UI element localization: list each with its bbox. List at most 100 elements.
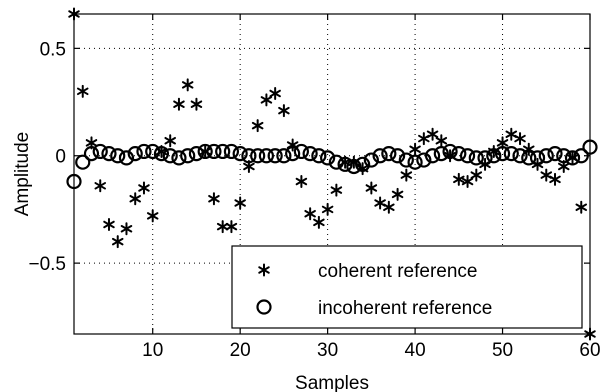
incoherent-point — [442, 143, 458, 160]
incoherent-point — [83, 145, 100, 162]
coherent-point — [173, 97, 185, 111]
incoherent-point — [328, 154, 344, 170]
incoherent-point — [521, 150, 537, 166]
y-tick-label: 0 — [55, 147, 66, 168]
incoherent-point — [171, 150, 187, 166]
incoherent-point — [293, 143, 309, 160]
incoherent-point — [267, 148, 283, 164]
incoherent-point — [398, 152, 414, 168]
axis-ticks: 10 20 30 40 50 60 −0.5 0 0.5 — [28, 14, 600, 361]
coherent-point — [216, 220, 229, 234]
coherent-point — [68, 7, 80, 21]
coherent-point — [164, 134, 176, 148]
coherent-point — [190, 97, 203, 111]
incoherent-point — [416, 152, 432, 168]
incoherent-point — [494, 145, 511, 162]
incoherent-point — [547, 145, 563, 162]
coherent-point — [391, 187, 404, 201]
coherent-point — [208, 192, 220, 206]
incoherent-point — [389, 148, 406, 164]
series-incoherent-reference — [66, 139, 598, 190]
incoherent-point — [468, 150, 484, 166]
incoherent-point — [153, 145, 170, 162]
coherent-point — [584, 327, 596, 341]
incoherent-point — [127, 145, 143, 162]
x-axis-label: Samples — [295, 373, 369, 392]
coherent-point — [418, 132, 430, 146]
coherent-point — [435, 134, 448, 148]
incoherent-point — [241, 148, 257, 164]
coherent-point — [234, 196, 246, 210]
incoherent-point — [66, 173, 82, 190]
incoherent-point — [223, 143, 240, 160]
incoherent-point — [162, 148, 178, 164]
incoherent-point — [372, 148, 388, 164]
coherent-point — [383, 200, 395, 214]
incoherent-point — [503, 145, 519, 162]
legend: coherent reference incoherent reference — [231, 245, 583, 329]
incoherent-point — [512, 148, 528, 164]
incoherent-point — [320, 150, 336, 166]
legend-label: coherent reference — [318, 261, 478, 282]
coherent-point — [120, 222, 133, 236]
incoherent-point — [101, 145, 117, 162]
incoherent-point — [355, 156, 371, 172]
incoherent-point — [477, 150, 493, 166]
legend-box — [231, 245, 583, 329]
x-tick-label: 50 — [492, 340, 513, 361]
incoherent-point — [145, 143, 161, 160]
coherent-point — [260, 93, 273, 107]
x-tick-label: 30 — [317, 340, 338, 361]
coherent-point — [295, 175, 308, 189]
incoherent-point — [92, 143, 108, 160]
coherent-point — [269, 86, 281, 100]
coherent-point — [76, 84, 89, 98]
legend-label: incoherent reference — [318, 298, 492, 319]
incoherent-point — [206, 143, 222, 160]
x-tick-label: 60 — [579, 340, 600, 361]
incoherent-point — [136, 143, 152, 160]
x-tick-label: 10 — [142, 340, 163, 361]
incoherent-point — [197, 143, 213, 160]
coherent-point — [470, 168, 483, 182]
incoherent-point — [215, 143, 231, 160]
coherent-point — [330, 183, 343, 197]
incoherent-point — [407, 154, 423, 170]
coherent-point — [129, 192, 141, 206]
y-tick-label: −0.5 — [28, 254, 66, 275]
coherent-point — [400, 168, 413, 182]
coherent-point — [94, 179, 107, 193]
coherent-point — [365, 181, 378, 195]
coherent-point — [514, 132, 526, 146]
coherent-point — [540, 168, 553, 182]
incoherent-point — [363, 152, 379, 168]
coherent-point — [549, 172, 561, 186]
legend-circle-icon — [256, 299, 272, 315]
coherent-point — [138, 181, 150, 195]
coherent-point — [374, 196, 386, 210]
coherent-point — [111, 235, 124, 249]
y-axis-label: Amplitude — [12, 132, 33, 217]
coherent-point — [278, 104, 290, 118]
incoherent-point — [75, 154, 91, 170]
coherent-point — [461, 175, 474, 189]
incoherent-point — [311, 148, 327, 164]
coherent-point — [426, 127, 439, 141]
incoherent-point — [232, 145, 248, 162]
incoherent-point — [118, 150, 135, 166]
x-tick-label: 40 — [405, 340, 426, 361]
incoherent-point — [250, 148, 266, 164]
incoherent-point — [110, 148, 126, 164]
incoherent-point — [529, 150, 546, 166]
incoherent-point — [381, 145, 397, 162]
coherent-point — [146, 209, 159, 223]
coherent-point — [313, 215, 325, 229]
y-tick-label: 0.5 — [40, 39, 66, 60]
coherent-point — [505, 127, 518, 141]
incoherent-point — [337, 156, 353, 172]
incoherent-point — [276, 148, 292, 164]
incoherent-point — [302, 145, 318, 162]
coherent-point — [575, 200, 588, 214]
coherent-point — [304, 207, 316, 221]
coherent-point — [409, 142, 421, 156]
